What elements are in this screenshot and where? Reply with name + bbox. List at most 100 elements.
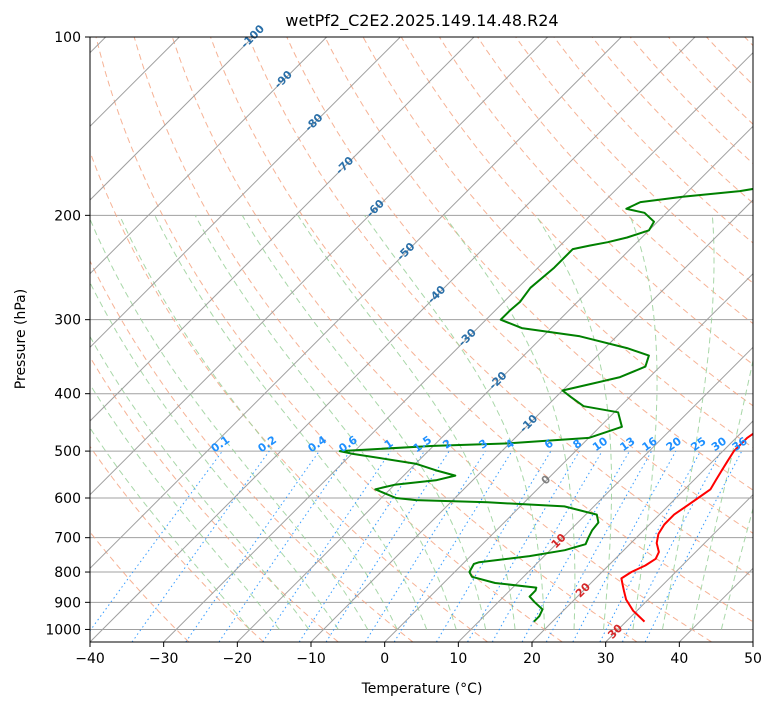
mixing-ratio-label: 0.4: [306, 433, 330, 455]
mixing-ratio-label: 2: [440, 437, 454, 452]
mixing-ratio-label: 6: [542, 437, 556, 452]
mixing-ratio-line: [599, 450, 701, 642]
isotherm: [236, 125, 753, 642]
axes: −40 −30 −20 −10 0 10 20 30 40 5010020030040050060…: [45, 30, 762, 667]
isotherm: [90, 37, 328, 275]
mixing-ratio-lines: [90, 450, 743, 642]
isotherm: [752, 641, 753, 642]
isotherm: [90, 37, 622, 570]
dry-adiabat: [171, 37, 712, 642]
mixing-ratio-label: 0.1: [209, 433, 232, 455]
mixing-ratio-line: [262, 450, 392, 642]
y-axis-title: Pressure (hPa): [13, 289, 29, 389]
isotherm: [90, 37, 549, 496]
mixing-ratio-line: [364, 450, 486, 642]
x-tick-label: −40: [75, 651, 105, 667]
mixing-ratio-line: [393, 450, 513, 642]
dry-adiabat: [477, 37, 753, 325]
x-tick-label: −20: [223, 651, 253, 667]
dry-adiabat: [210, 37, 753, 623]
x-tick-label: 0: [380, 651, 389, 667]
dry-adiabat: [515, 37, 753, 284]
moist-adiabat: [154, 215, 428, 630]
dewpoint-line: [338, 187, 753, 623]
temperature-line: [620, 432, 753, 623]
pressure-grid: [90, 37, 753, 630]
moist-adiabat: [119, 215, 398, 630]
dry-adiabat: [90, 445, 264, 642]
mixing-ratio-line: [185, 450, 320, 642]
isotherm: [384, 272, 753, 642]
x-tick-label: 50: [744, 651, 762, 667]
moist-adiabat: [661, 215, 715, 630]
moist-adiabat: [443, 215, 576, 630]
skewed-isotherms: [90, 37, 753, 642]
dry-adiabat: [95, 37, 563, 642]
axes-frame: [89, 36, 754, 643]
in-plot-labels: 0.1 0.2 0.4 0.6 1 1.5 2 3 4 6 8 10 13 16 20 25 30 36-100-…: [209, 22, 750, 642]
x-tick-label: 10: [449, 651, 467, 667]
x-tick-label: 20: [523, 651, 541, 667]
y-tick-label: 400: [54, 387, 81, 403]
isotherm: [531, 420, 753, 642]
mixing-ratio-line: [644, 450, 743, 642]
isotherm: [310, 199, 753, 642]
moist-adiabat: [90, 281, 339, 630]
x-axis-title: Temperature (°C): [361, 681, 483, 697]
mixing-ratio-line: [131, 450, 270, 642]
y-tick-label: 600: [54, 491, 81, 507]
dry-adiabat: [90, 259, 414, 642]
x-tick-label: 40: [670, 651, 688, 667]
dry-adiabat: [744, 37, 753, 47]
moist-adiabat: [90, 427, 251, 630]
plot-area: [90, 37, 753, 642]
y-tick-label: 300: [54, 313, 81, 329]
moist-adiabat: [691, 358, 753, 630]
mixing-ratio-line: [90, 450, 223, 632]
moist-adiabat: [241, 215, 487, 630]
isotherm: [90, 37, 401, 349]
isotherm: [457, 346, 753, 642]
mixing-ratio-line: [298, 450, 425, 642]
dry-adiabat: [591, 37, 753, 204]
moist-adiabat: [90, 383, 280, 630]
mixing-ratio-line: [325, 450, 450, 642]
isotherm-label: 10: [549, 531, 569, 551]
dry-adiabat: [286, 37, 753, 534]
mixing-ratio-label: 1.5: [411, 433, 434, 455]
isotherm: [605, 493, 753, 642]
dry-adiabat: [90, 150, 488, 642]
moist-adiabat: [720, 506, 753, 630]
dry-adiabat: [438, 37, 753, 366]
y-tick-label: 200: [54, 208, 81, 224]
chart-title: wetPf2_C2E2.2025.149.14.48.R24: [285, 11, 558, 31]
moist-adiabat: [90, 335, 310, 630]
x-tick-label: −10: [296, 651, 326, 667]
data-series: [338, 187, 753, 623]
dry-adiabat: [248, 37, 753, 578]
mixing-ratio-line: [467, 450, 580, 642]
y-tick-label: 800: [54, 565, 81, 581]
mixing-ratio-line: [435, 450, 552, 642]
isotherm: [90, 37, 475, 422]
x-tick-label: 30: [597, 651, 615, 667]
y-tick-label: 100: [54, 30, 81, 46]
mixing-ratio-line: [218, 450, 351, 642]
dry-adiabat: [324, 37, 753, 491]
isotherm: [163, 51, 753, 642]
y-tick-label: 900: [54, 595, 81, 611]
isotherm: [90, 37, 254, 201]
mixing-ratio-line: [572, 450, 677, 642]
moist-adiabat: [535, 215, 612, 630]
dry-adiabat: [90, 356, 339, 642]
y-tick-label: 700: [54, 531, 81, 547]
dry-adiabat: [706, 37, 753, 86]
moist-adiabat: [90, 217, 369, 630]
isotherm: [90, 37, 696, 642]
y-tick-label: 1000: [45, 622, 81, 638]
moist-adiabat: [297, 215, 516, 630]
dry-adiabat: [668, 37, 753, 125]
y-tick-label: 500: [54, 444, 81, 460]
x-tick-label: −30: [149, 651, 179, 667]
